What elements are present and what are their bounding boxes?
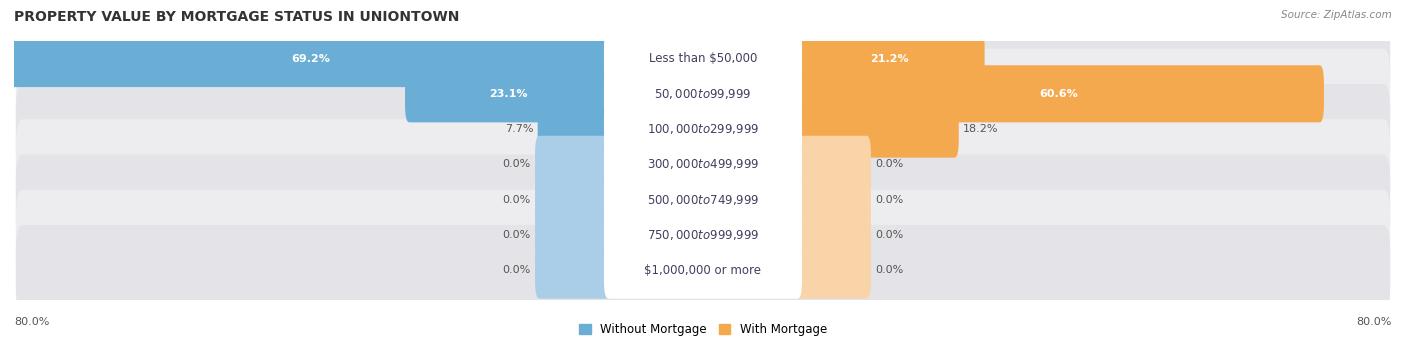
FancyBboxPatch shape: [605, 30, 801, 87]
Text: $50,000 to $99,999: $50,000 to $99,999: [654, 87, 752, 101]
FancyBboxPatch shape: [15, 154, 1391, 245]
Text: $100,000 to $299,999: $100,000 to $299,999: [647, 122, 759, 136]
FancyBboxPatch shape: [793, 206, 870, 263]
Text: 23.1%: 23.1%: [489, 89, 529, 99]
FancyBboxPatch shape: [537, 101, 613, 158]
FancyBboxPatch shape: [605, 241, 801, 299]
Text: 0.0%: 0.0%: [875, 230, 904, 240]
FancyBboxPatch shape: [605, 65, 801, 122]
Text: 0.0%: 0.0%: [875, 265, 904, 275]
FancyBboxPatch shape: [793, 241, 870, 299]
FancyBboxPatch shape: [15, 119, 1391, 209]
Text: 21.2%: 21.2%: [870, 54, 908, 63]
Text: 69.2%: 69.2%: [291, 54, 330, 63]
Text: 18.2%: 18.2%: [963, 124, 998, 134]
Text: 0.0%: 0.0%: [502, 265, 531, 275]
Text: 80.0%: 80.0%: [14, 317, 49, 327]
FancyBboxPatch shape: [405, 65, 613, 122]
Text: 0.0%: 0.0%: [875, 159, 904, 169]
Text: 0.0%: 0.0%: [875, 195, 904, 205]
Text: 0.0%: 0.0%: [502, 230, 531, 240]
FancyBboxPatch shape: [605, 206, 801, 263]
Text: Source: ZipAtlas.com: Source: ZipAtlas.com: [1281, 10, 1392, 20]
FancyBboxPatch shape: [605, 171, 801, 228]
Text: 7.7%: 7.7%: [505, 124, 533, 134]
FancyBboxPatch shape: [536, 206, 613, 263]
Legend: Without Mortgage, With Mortgage: Without Mortgage, With Mortgage: [574, 318, 832, 341]
Text: Less than $50,000: Less than $50,000: [648, 52, 758, 65]
FancyBboxPatch shape: [15, 190, 1391, 280]
FancyBboxPatch shape: [536, 171, 613, 228]
FancyBboxPatch shape: [8, 30, 613, 87]
FancyBboxPatch shape: [536, 136, 613, 193]
FancyBboxPatch shape: [793, 101, 959, 158]
FancyBboxPatch shape: [793, 30, 984, 87]
FancyBboxPatch shape: [15, 225, 1391, 315]
FancyBboxPatch shape: [793, 65, 1324, 122]
Text: $300,000 to $499,999: $300,000 to $499,999: [647, 157, 759, 171]
FancyBboxPatch shape: [536, 241, 613, 299]
FancyBboxPatch shape: [793, 171, 870, 228]
Text: $500,000 to $749,999: $500,000 to $749,999: [647, 193, 759, 207]
Text: $750,000 to $999,999: $750,000 to $999,999: [647, 228, 759, 242]
Text: 80.0%: 80.0%: [1357, 317, 1392, 327]
FancyBboxPatch shape: [605, 136, 801, 193]
FancyBboxPatch shape: [15, 49, 1391, 139]
FancyBboxPatch shape: [15, 13, 1391, 104]
FancyBboxPatch shape: [793, 136, 870, 193]
Text: $1,000,000 or more: $1,000,000 or more: [644, 264, 762, 277]
Text: 0.0%: 0.0%: [502, 195, 531, 205]
Text: 0.0%: 0.0%: [502, 159, 531, 169]
FancyBboxPatch shape: [15, 84, 1391, 174]
FancyBboxPatch shape: [605, 101, 801, 158]
Text: PROPERTY VALUE BY MORTGAGE STATUS IN UNIONTOWN: PROPERTY VALUE BY MORTGAGE STATUS IN UNI…: [14, 10, 460, 24]
Text: 60.6%: 60.6%: [1039, 89, 1078, 99]
